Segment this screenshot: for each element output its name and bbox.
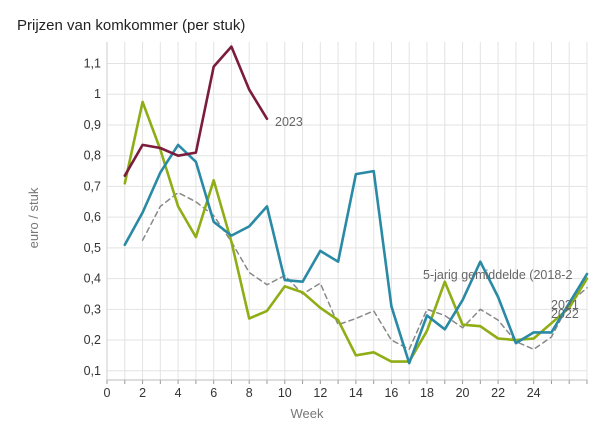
x-tick-label: 22 bbox=[491, 386, 505, 400]
y-tick-label: 0,7 bbox=[84, 179, 101, 193]
x-tick-label: 24 bbox=[527, 386, 541, 400]
y-tick-label: 0,2 bbox=[84, 333, 101, 347]
x-tick-label: 6 bbox=[210, 386, 217, 400]
y-tick-label: 1,1 bbox=[84, 57, 101, 71]
x-tick-label: 20 bbox=[456, 386, 470, 400]
x-tick-label: 10 bbox=[278, 386, 292, 400]
series-lines bbox=[123, 45, 589, 365]
y-axis-ticks: 0,1 0,2 0,3 0,4 0,5 0,6 0,7 0,8 0,9 1 1,1 bbox=[84, 57, 101, 378]
series-line-2023 bbox=[123, 45, 269, 177]
x-tick-label: 14 bbox=[349, 386, 363, 400]
x-axis-ticks: 0 2 4 6 8 10 12 14 16 18 20 22 24 bbox=[104, 386, 541, 400]
x-tick-label: 8 bbox=[246, 386, 253, 400]
y-axis-label: euro / stuk bbox=[26, 187, 41, 248]
series-label-2023: 2023 bbox=[275, 115, 303, 129]
y-tick-label: 0,8 bbox=[84, 149, 101, 163]
y-tick-label: 0,6 bbox=[84, 210, 101, 224]
series-label-2022: 2022 bbox=[551, 307, 579, 321]
y-tick-label: 0,3 bbox=[84, 302, 101, 316]
y-tick-label: 0,9 bbox=[84, 118, 101, 132]
x-tick-label: 0 bbox=[104, 386, 111, 400]
x-axis-label: Week bbox=[291, 406, 324, 421]
series-label-2021: 2021 bbox=[551, 298, 579, 312]
x-tick-label: 4 bbox=[175, 386, 182, 400]
y-tick-label: 0,1 bbox=[84, 364, 101, 378]
series-line-2022 bbox=[123, 143, 589, 365]
series-label-5-jarig-gemiddelde-2018-2022-: 5-jarig gemiddelde (2018-2 bbox=[423, 268, 572, 282]
y-tick-label: 0,5 bbox=[84, 241, 101, 255]
x-tick-label: 2 bbox=[139, 386, 146, 400]
series-line-2021 bbox=[123, 100, 589, 363]
chart-title: Prijzen van komkommer (per stuk) bbox=[17, 17, 245, 34]
y-tick-label: 1 bbox=[94, 87, 101, 101]
x-tick-label: 16 bbox=[384, 386, 398, 400]
x-tick-label: 12 bbox=[313, 386, 327, 400]
x-tick-label: 18 bbox=[420, 386, 434, 400]
y-tick-label: 0,4 bbox=[84, 272, 101, 286]
